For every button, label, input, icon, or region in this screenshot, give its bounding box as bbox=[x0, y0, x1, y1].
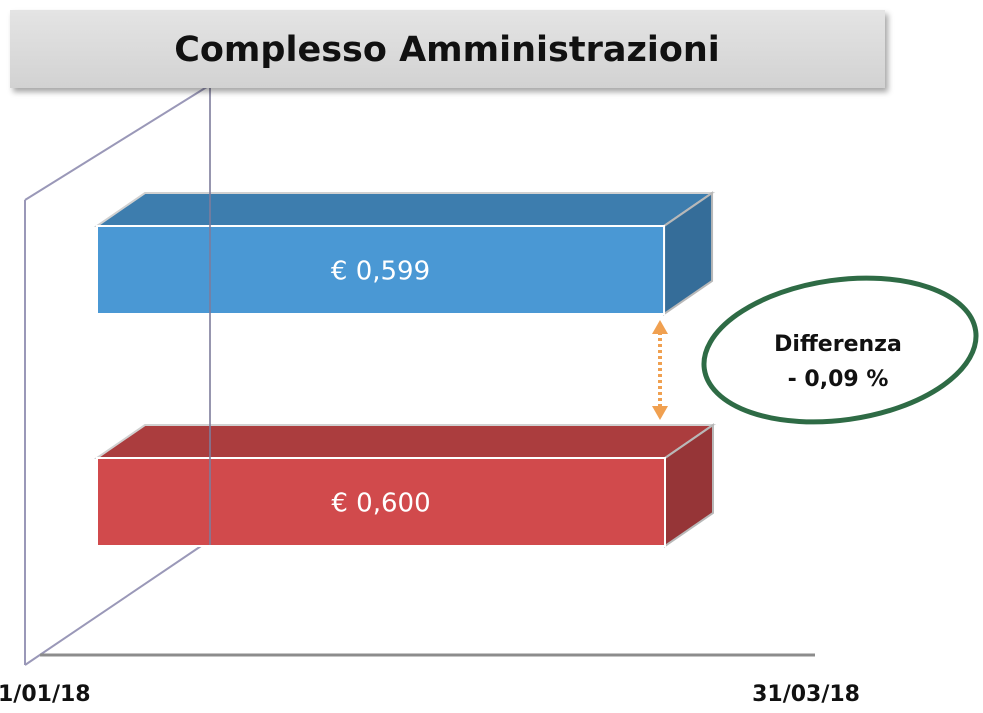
value-label: € 0,599 bbox=[331, 257, 430, 287]
x-label: 31/03/18 bbox=[752, 682, 860, 707]
bar-top bbox=[93, 424, 717, 459]
title-box bbox=[10, 10, 885, 88]
difference-arrow bbox=[652, 320, 668, 420]
annotation-circle bbox=[701, 275, 979, 425]
wall bbox=[24, 84, 211, 666]
chart-title: Complesso Amministrazioni bbox=[174, 30, 720, 70]
value-label: € 0,600 bbox=[331, 489, 430, 519]
annotation-label: Differenza bbox=[774, 332, 902, 357]
annotation-value: - 0,09 % bbox=[788, 367, 889, 392]
bar-top bbox=[93, 192, 716, 227]
bar bbox=[96, 457, 666, 547]
bar bbox=[96, 225, 666, 315]
x-label: 1/01/18 bbox=[0, 682, 91, 707]
